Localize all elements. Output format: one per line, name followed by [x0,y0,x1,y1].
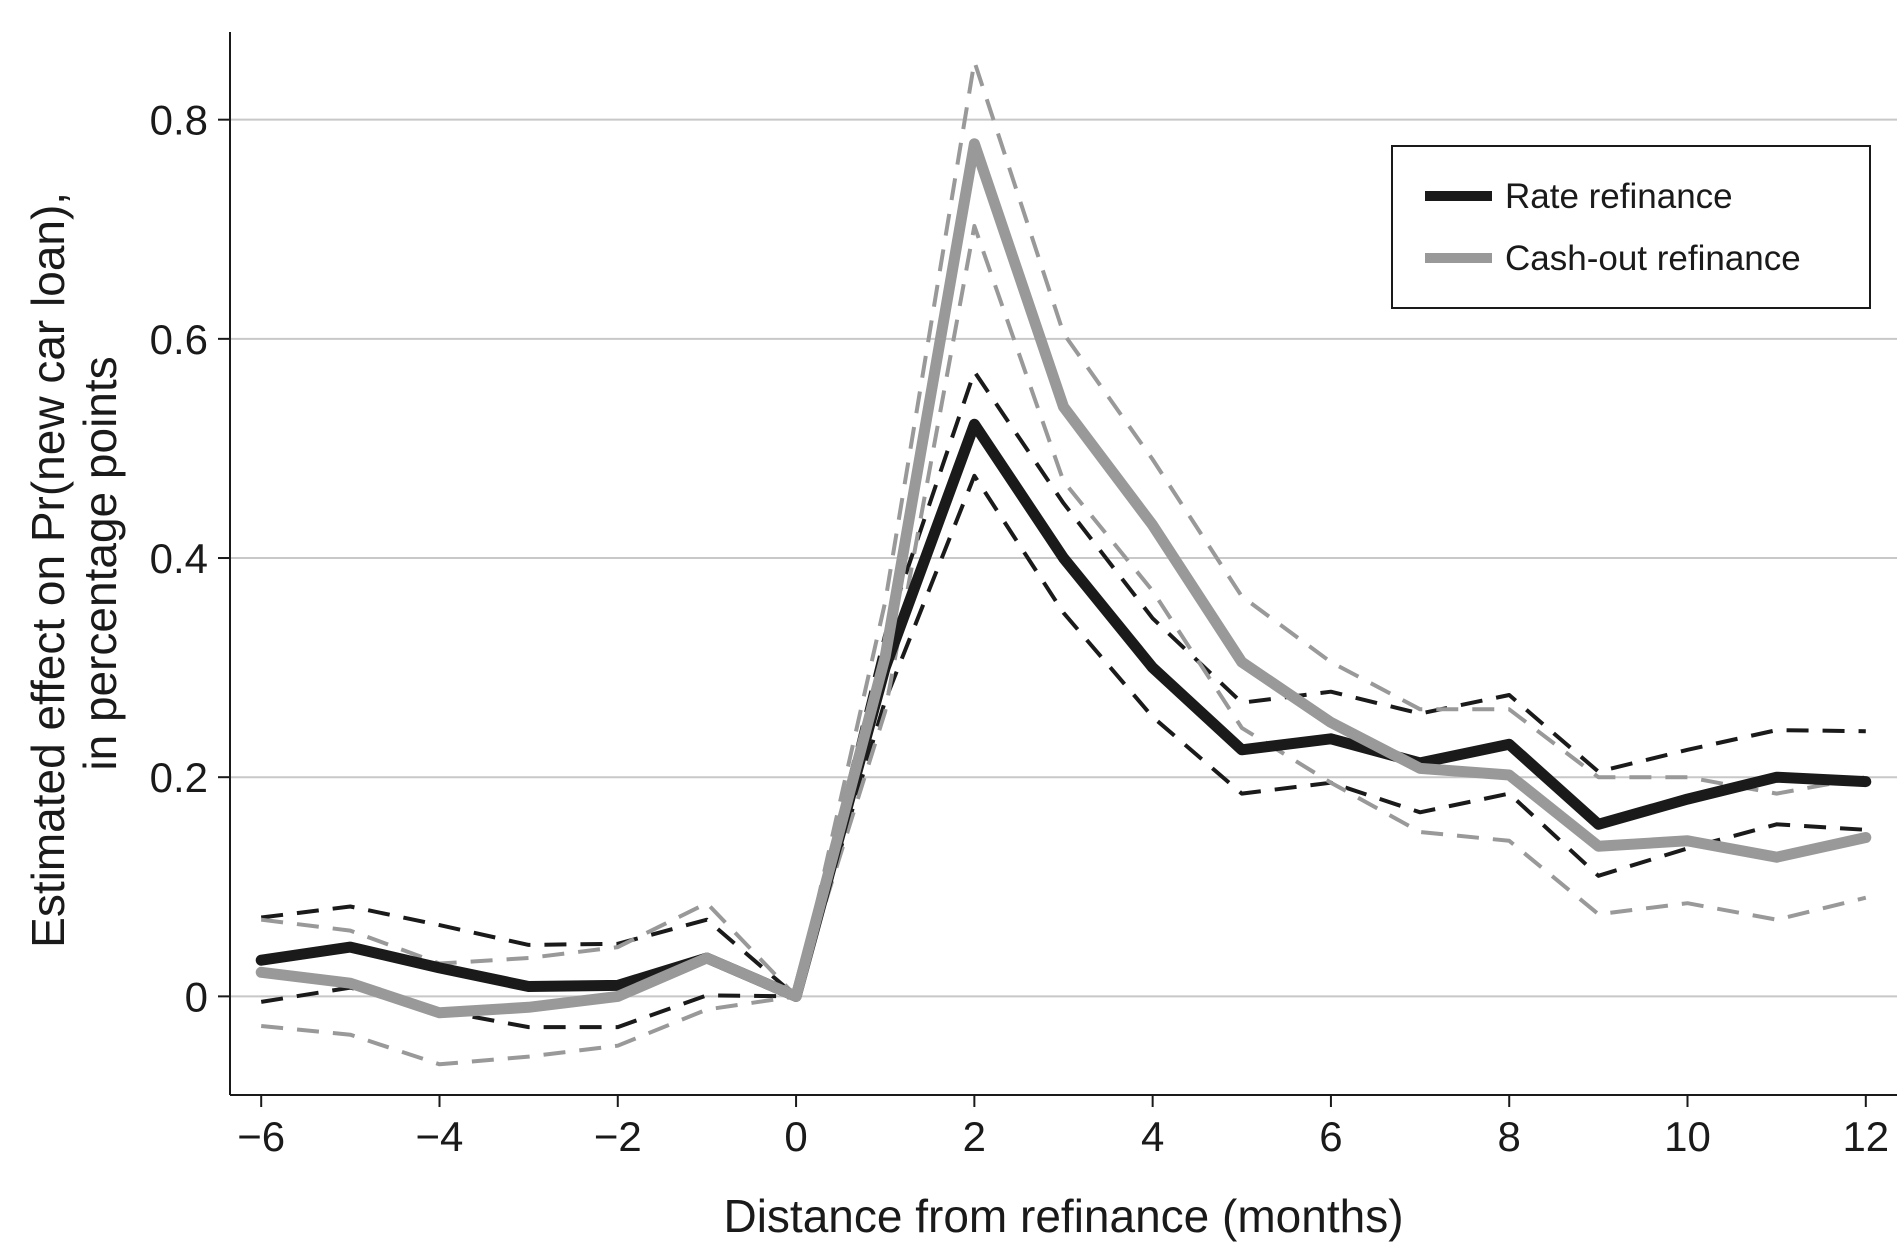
x-tick-label-8: 10 [1664,1113,1711,1160]
x-tick-label-4: 2 [963,1113,986,1160]
x-tick-label-0: −6 [237,1113,285,1160]
x-tick-label-3: 0 [784,1113,807,1160]
axis-layer [229,32,1897,1096]
x-tick-label-7: 8 [1498,1113,1521,1160]
x-tick-label-1: −4 [416,1113,464,1160]
legend: Rate refinance Cash-out refinance [1391,145,1871,309]
series-line-layer [255,138,1872,1019]
rate-refinance-ci-lower [260,473,1866,1030]
legend-label-cash-out-refinance: Cash-out refinance [1505,239,1801,278]
legend-label-rate-refinance: Rate refinance [1505,177,1733,216]
x-tick-label-9: 12 [1842,1113,1889,1160]
cash-out-refinance-line [255,138,1872,1019]
y-axis-title-line-2: in percentage points [74,356,126,770]
y-tick-label-2: 0.4 [150,535,208,582]
x-tick-label-6: 6 [1319,1113,1342,1160]
rate-refinance-line [255,418,1872,1002]
y-axis-title: Estimated effect on Pr(new car loan), in… [22,179,126,948]
x-tick-label-5: 4 [1141,1113,1164,1160]
cash-out-refinance-ci-upper [260,59,1867,999]
legend-box [1391,145,1871,309]
tick-layer: 0 0.2 0.4 0.6 0.8 −6 −4 −2 0 2 4 6 8 10 12 [150,97,1890,1160]
cash-out-refinance-ci-lower [261,224,1867,1067]
rate-refinance-ci-upper [260,369,1866,999]
y-tick-label-1: 0.2 [150,754,208,801]
y-tick-label-3: 0.6 [150,316,208,363]
confidence-band-layer [260,59,1867,1067]
x-axis-title: Distance from refinance (months) [723,1190,1403,1242]
y-tick-label-4: 0.8 [150,97,208,144]
x-tick-label-2: −2 [594,1113,642,1160]
y-tick-label-0: 0 [185,973,208,1020]
y-axis-title-line-1: Estimated effect on Pr(new car loan), [22,192,74,948]
